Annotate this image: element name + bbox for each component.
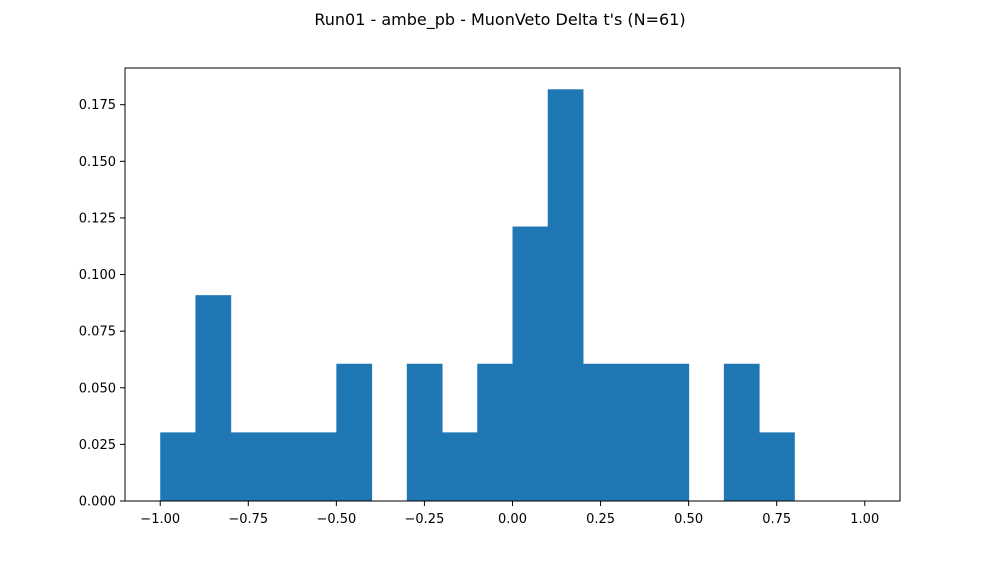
y-tick-label: 0.175: [79, 98, 116, 113]
histogram-bar: [653, 363, 690, 501]
x-tick-label: −0.75: [228, 512, 268, 527]
y-tick-label: 0.150: [79, 155, 116, 170]
bars-group: [160, 89, 795, 502]
y-tick-label: 0.025: [79, 438, 116, 453]
histogram-bar: [582, 363, 619, 501]
histogram-bar: [265, 432, 302, 501]
x-tick-label: 0.75: [762, 512, 791, 527]
histogram-bar: [512, 226, 549, 502]
y-tick-label: 0.125: [79, 211, 116, 226]
histogram-bar: [195, 295, 232, 501]
y-tick-label: 0.050: [79, 381, 116, 396]
histogram-bar: [618, 363, 654, 501]
x-tick-label: 0.00: [498, 512, 527, 527]
x-axis-ticks: −1.00 −0.75 −0.50 −0.25 0.00 0.25 0.50 0.75 1.00: [140, 501, 879, 527]
x-tick-label: 0.50: [674, 512, 703, 527]
y-tick-label: 0.000: [79, 495, 116, 510]
histogram-bar: [547, 89, 584, 501]
histogram-bar: [759, 432, 795, 501]
x-tick-label: −1.00: [140, 512, 180, 527]
y-tick-label: 0.100: [79, 268, 116, 283]
x-tick-label: 1.00: [850, 512, 879, 527]
x-tick-label: 0.25: [586, 512, 615, 527]
histogram-bar: [336, 363, 373, 501]
histogram-bar: [442, 432, 478, 501]
histogram-bar: [406, 363, 443, 501]
histogram-bar: [230, 432, 267, 501]
y-axis-ticks: 0.000 0.025 0.050 0.075 0.100 0.125 0.150 0.175: [79, 98, 125, 510]
x-tick-label: −0.25: [405, 512, 445, 527]
chart-title: Run01 - ambe_pb - MuonVeto Delta t's (N=…: [314, 10, 685, 30]
histogram-bar: [301, 432, 337, 501]
x-tick-label: −0.50: [316, 512, 356, 527]
y-tick-label: 0.075: [79, 325, 116, 340]
plot-frame: [124, 67, 901, 502]
histogram-bar: [160, 432, 196, 501]
histogram-bar: [723, 363, 760, 501]
histogram-bar: [477, 363, 513, 501]
